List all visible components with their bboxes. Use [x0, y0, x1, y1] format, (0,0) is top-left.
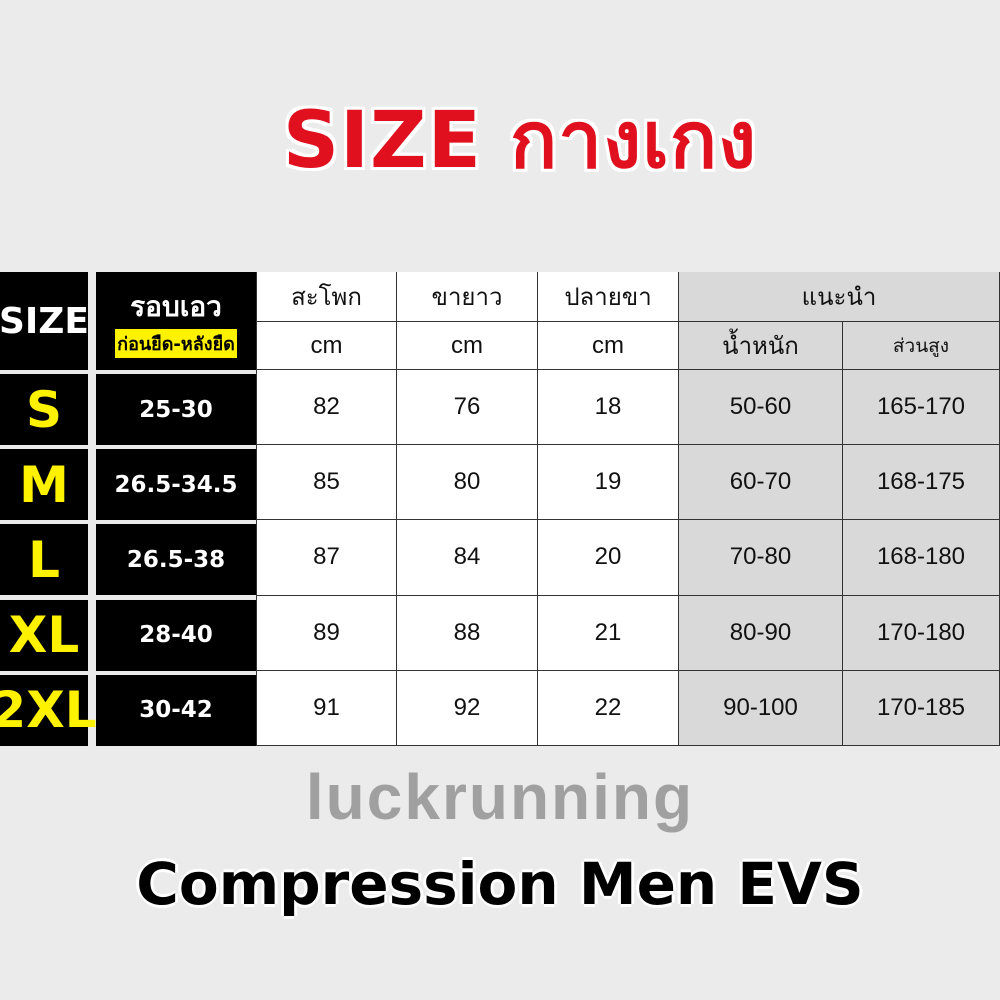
header-hip: สะโพก — [256, 272, 397, 322]
header-waist: รอบเอว ก่อนยืด-หลังยืด — [96, 272, 256, 370]
cell-height: 170-185 — [843, 670, 1000, 746]
header-length: ขายาว — [397, 272, 538, 322]
header-weight: น้ำหนัก — [679, 322, 843, 370]
unit-length: cm — [397, 322, 538, 370]
cell-length: 88 — [397, 595, 538, 671]
cell-waist: 25-30 — [96, 374, 256, 445]
cell-weight: 50-60 — [679, 370, 843, 446]
cell-hip: 85 — [256, 445, 397, 521]
unit-hem: cm — [538, 322, 679, 370]
cell-length: 92 — [397, 670, 538, 746]
header-waist-label: รอบเอว — [130, 289, 222, 323]
cell-height: 168-180 — [843, 520, 1000, 596]
cell-waist: 26.5-34.5 — [96, 449, 256, 521]
cell-hem: 19 — [538, 445, 679, 521]
cell-waist: 28-40 — [96, 599, 256, 671]
cell-size: S — [0, 374, 88, 445]
cell-weight: 70-80 — [679, 520, 843, 596]
cell-length: 84 — [397, 520, 538, 596]
cell-hem: 18 — [538, 370, 679, 446]
cell-weight: 90-100 — [679, 670, 843, 746]
cell-length: 76 — [397, 370, 538, 446]
cell-waist: 30-42 — [96, 674, 256, 746]
cell-weight: 80-90 — [679, 595, 843, 671]
footer-title: Compression Men EVS — [136, 850, 864, 918]
header-waist-sub: ก่อนยืด-หลังยืด — [115, 328, 237, 358]
cell-hem: 22 — [538, 670, 679, 746]
cell-hem: 21 — [538, 595, 679, 671]
header-height: ส่วนสูง — [843, 322, 1000, 370]
cell-size: M — [0, 449, 88, 521]
page-title: SIZE กางเกง — [282, 96, 758, 186]
cell-height: 170-180 — [843, 595, 1000, 671]
watermark: luckrunning — [305, 761, 695, 833]
cell-waist: 26.5-38 — [96, 524, 256, 596]
cell-height: 168-175 — [843, 445, 1000, 521]
cell-hip: 89 — [256, 595, 397, 671]
cell-height: 165-170 — [843, 370, 1000, 446]
cell-length: 80 — [397, 445, 538, 521]
cell-size: XL — [0, 599, 88, 671]
cell-size: L — [0, 524, 88, 596]
cell-hip: 87 — [256, 520, 397, 596]
cell-size: 2XL — [0, 674, 97, 746]
header-size: SIZE — [0, 272, 89, 370]
header-hem: ปลายขา — [538, 272, 679, 322]
cell-hip: 82 — [256, 370, 397, 446]
cell-hip: 91 — [256, 670, 397, 746]
unit-hip: cm — [256, 322, 397, 370]
header-recommend: แนะนำ — [679, 272, 1000, 322]
cell-hem: 20 — [538, 520, 679, 596]
cell-weight: 60-70 — [679, 445, 843, 521]
